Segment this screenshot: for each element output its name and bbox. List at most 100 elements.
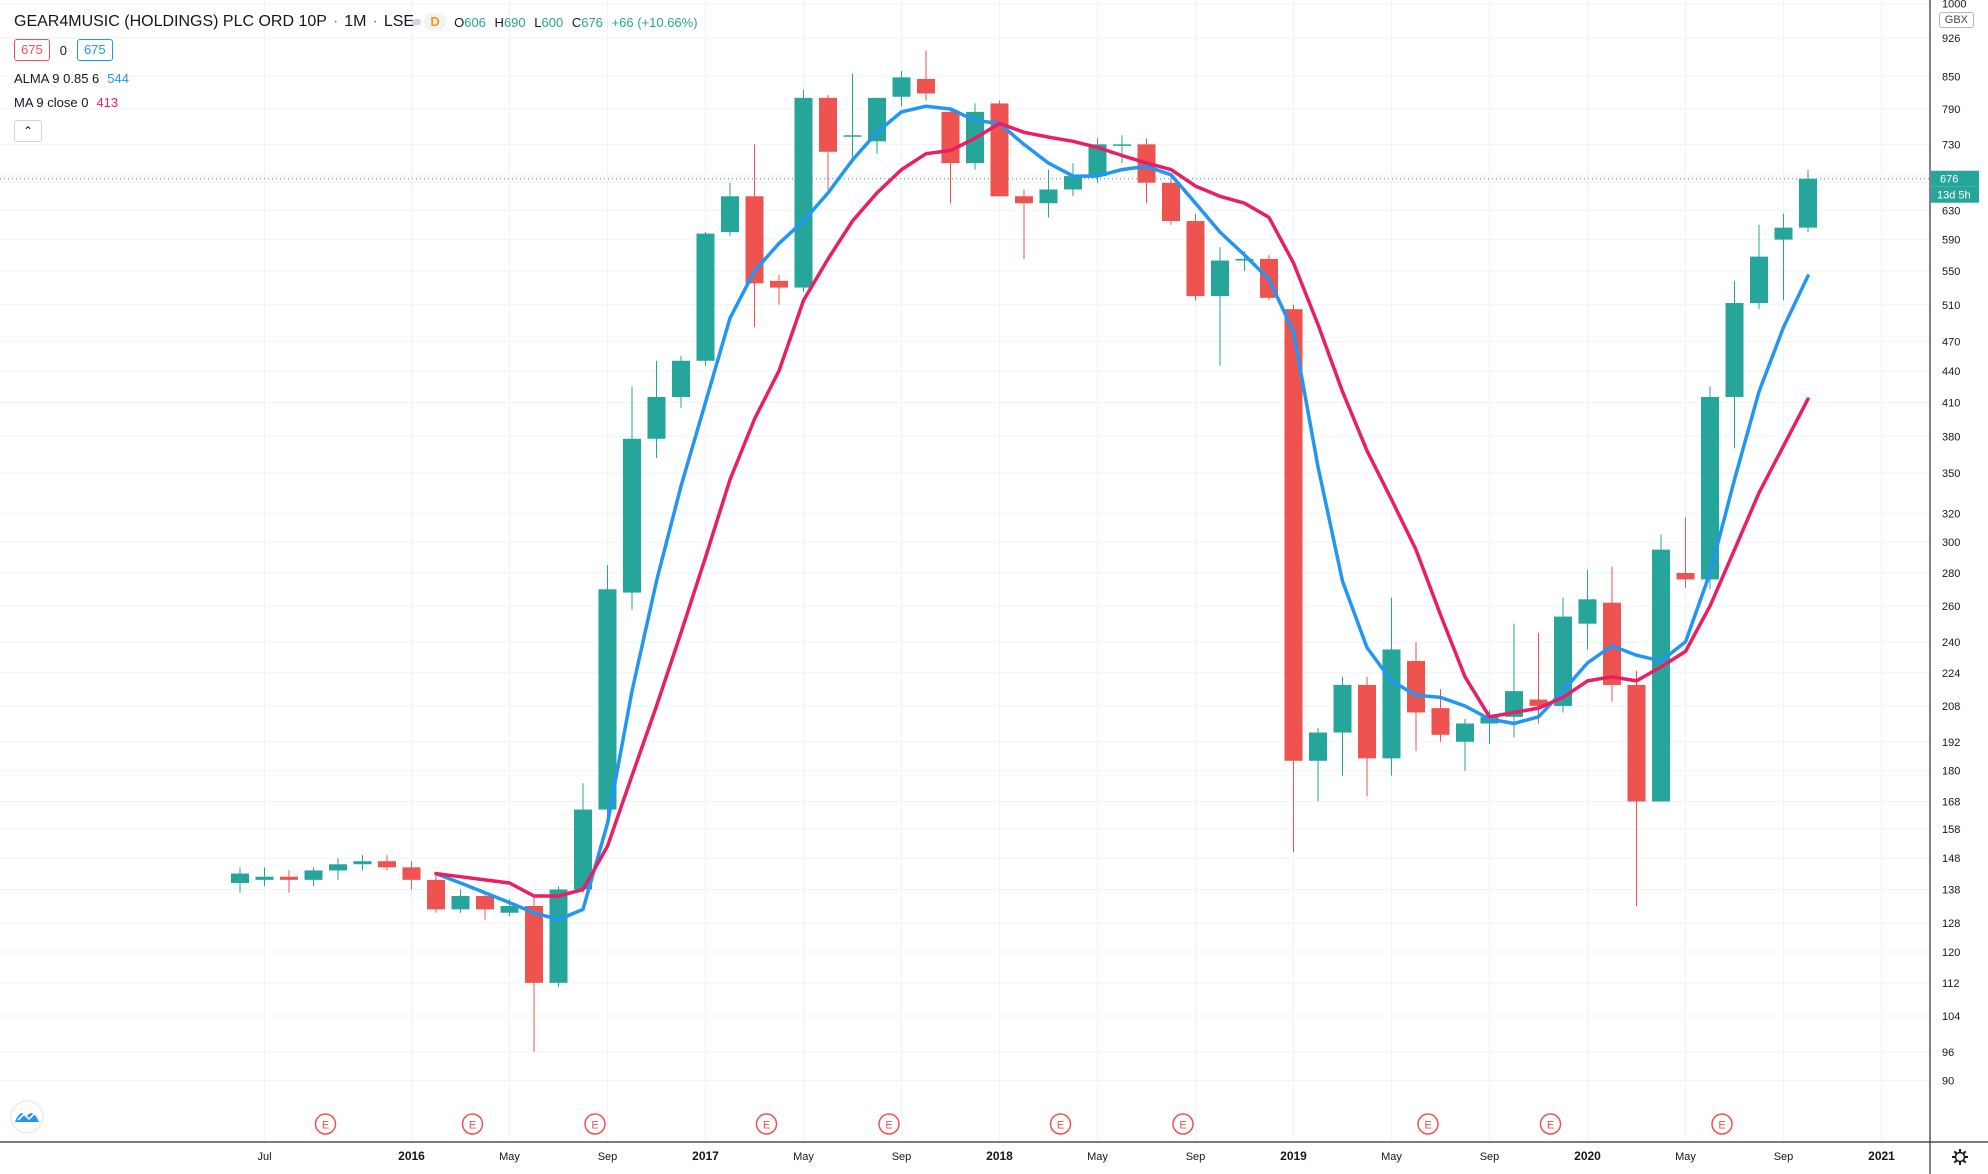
time-tick-label: 2018 [986,1149,1013,1163]
candle [1627,670,1646,906]
candle-body [549,889,568,983]
price-tick-label: 590 [1942,235,1960,247]
indicator-alma-value: 544 [107,70,129,86]
chevron-up-icon: ⌃ [22,124,34,138]
candle-body [1529,699,1548,706]
candle [1725,280,1744,449]
candle-body [304,870,323,880]
price-tick-label: 104 [1942,1011,1960,1023]
buy-button[interactable]: 675 [76,39,113,61]
price-tick-label: 120 [1942,947,1960,959]
candle [427,873,445,913]
earnings-marker[interactable]: E [878,1113,900,1135]
candle [549,886,568,987]
collapse-legend-button[interactable]: ⌃ [14,120,42,142]
gear-icon[interactable] [1952,1149,1968,1165]
candle [1333,676,1352,776]
candle [353,855,372,871]
candle [574,783,592,893]
price-tick-label: 320 [1942,508,1960,520]
candle-body [280,876,298,880]
currency-badge[interactable]: GBX [1938,12,1974,28]
earnings-marker-label: E [1718,1120,1725,1132]
price-tick-label: 138 [1942,884,1960,896]
candle-body [941,111,960,164]
candle-body [1407,660,1425,713]
candle [378,855,396,871]
candle [1578,569,1597,650]
earnings-marker-label: E [1179,1120,1186,1132]
earnings-marker[interactable]: E [1711,1113,1733,1135]
candles [231,50,1817,1052]
indicator-alma[interactable]: ALMA 9 0.85 6 544 [14,66,703,90]
earnings-marker[interactable]: E [1539,1113,1562,1135]
candle-body [525,905,543,983]
price-tick-label: 850 [1942,71,1960,83]
indicator-ma-label: MA 9 close 0 [14,94,89,110]
candle-body [1456,723,1474,742]
candle [1358,676,1376,797]
earnings-marker-circle [1711,1113,1733,1135]
earnings-marker[interactable]: E [1417,1113,1439,1135]
earnings-marker[interactable]: E [584,1113,606,1135]
candle [451,889,470,913]
earnings-marker[interactable]: E [1049,1113,1072,1135]
time-tick-label: Sep [1480,1151,1500,1163]
candle-body [1799,178,1817,228]
price-tick-label: 240 [1942,637,1960,649]
candle-body [1750,256,1768,304]
candle-body [843,135,862,137]
candle [843,73,862,164]
earnings-marker-circle [878,1113,900,1135]
candle-body [451,896,470,910]
candle [623,386,641,610]
candle [696,232,715,366]
candle-body [696,233,715,361]
candle [304,867,323,887]
earnings-marker-circle [461,1113,484,1135]
time-tick-label: 2016 [398,1149,425,1163]
sell-button[interactable]: 675 [14,39,50,61]
earnings-marker-label: E [1424,1120,1431,1132]
earnings-marker-label: E [1057,1120,1064,1132]
candle [1284,304,1303,853]
alma-line [434,104,1810,922]
price-tick-label: 260 [1942,601,1960,613]
candle [892,71,911,107]
candle-body [672,360,690,397]
candle-body [1309,732,1327,761]
earnings-marker[interactable]: E [314,1113,337,1135]
price-tick-label: 112 [1942,978,1960,990]
candle [794,89,813,292]
time-tick-label: 2021 [1868,1149,1895,1163]
earnings-marker-label: E [885,1120,892,1132]
candle-body [1211,260,1229,297]
logo-icon[interactable] [10,1100,44,1134]
price-tick-label: 192 [1942,737,1960,749]
candle-body [1382,649,1401,759]
symbol-title[interactable]: GEAR4MUSIC (HOLDINGS) PLC ORD 10P [14,13,327,30]
time-axis: Jul 2016 May Sep 2017 May Sep 2018 May Sep 2019 May… [0,1141,1988,1163]
candle [1309,727,1327,802]
price-tick-label: 550 [1942,266,1960,278]
interval-label[interactable]: 1M [344,13,367,30]
delay-badge[interactable]: D [412,13,447,31]
time-tick-label: Sep [1186,1151,1206,1163]
earnings-marker[interactable]: E [1172,1113,1194,1135]
earnings-marker-circle [1539,1113,1562,1135]
time-tick-label: Jul [257,1151,271,1163]
price-tick-label: 1000 [1942,0,1966,11]
time-tick-label: May [1087,1151,1108,1163]
candle [1064,163,1082,197]
earnings-marker[interactable]: E [755,1113,778,1135]
price-tick-label: 90 [1942,1076,1954,1088]
earnings-marker[interactable]: E [461,1113,484,1135]
indicator-ma-value: 413 [96,94,119,110]
indicator-ma[interactable]: MA 9 close 0 413 [14,90,703,114]
high-value: 690 [503,14,526,30]
chart-legend: GEAR4MUSIC (HOLDINGS) PLC ORD 10P · 1M ·… [14,10,703,142]
candle-body [402,867,421,880]
candle [329,858,347,880]
